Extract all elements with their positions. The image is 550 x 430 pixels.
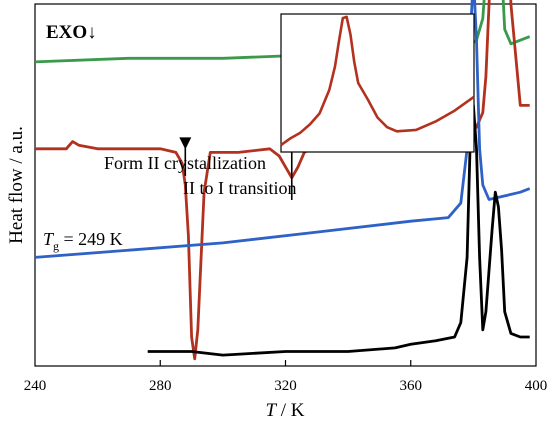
x-axis-label-var: T	[265, 400, 277, 421]
tg-label: Tg = 249 K	[43, 229, 123, 253]
x-tick-label: 280	[149, 378, 172, 394]
tg-label-rest: = 249 K	[59, 229, 123, 249]
x-tick-layer: 240 280 320 360 400	[24, 360, 548, 394]
annotation-arrow-head	[179, 137, 192, 150]
x-tick-label: 400	[525, 378, 548, 394]
y-axis-label: Heat flow / a.u.	[6, 126, 27, 244]
tg-label-t: T	[43, 229, 55, 249]
inset-curve	[280, 15, 475, 147]
annotation-ii-to-i: II to I transition	[183, 178, 296, 198]
series-line-red	[35, 0, 530, 361]
inset-frame	[280, 13, 475, 153]
tg-label-sub: g	[53, 239, 59, 253]
x-tick-label: 240	[24, 378, 47, 394]
x-axis-label: T / K	[265, 400, 304, 421]
x-axis-label-unit: / K	[276, 400, 305, 421]
exo-label: EXO↓	[46, 22, 97, 43]
x-tick-label: 320	[274, 378, 297, 394]
inset-layer	[280, 15, 475, 147]
x-tick-label: 360	[400, 378, 423, 394]
